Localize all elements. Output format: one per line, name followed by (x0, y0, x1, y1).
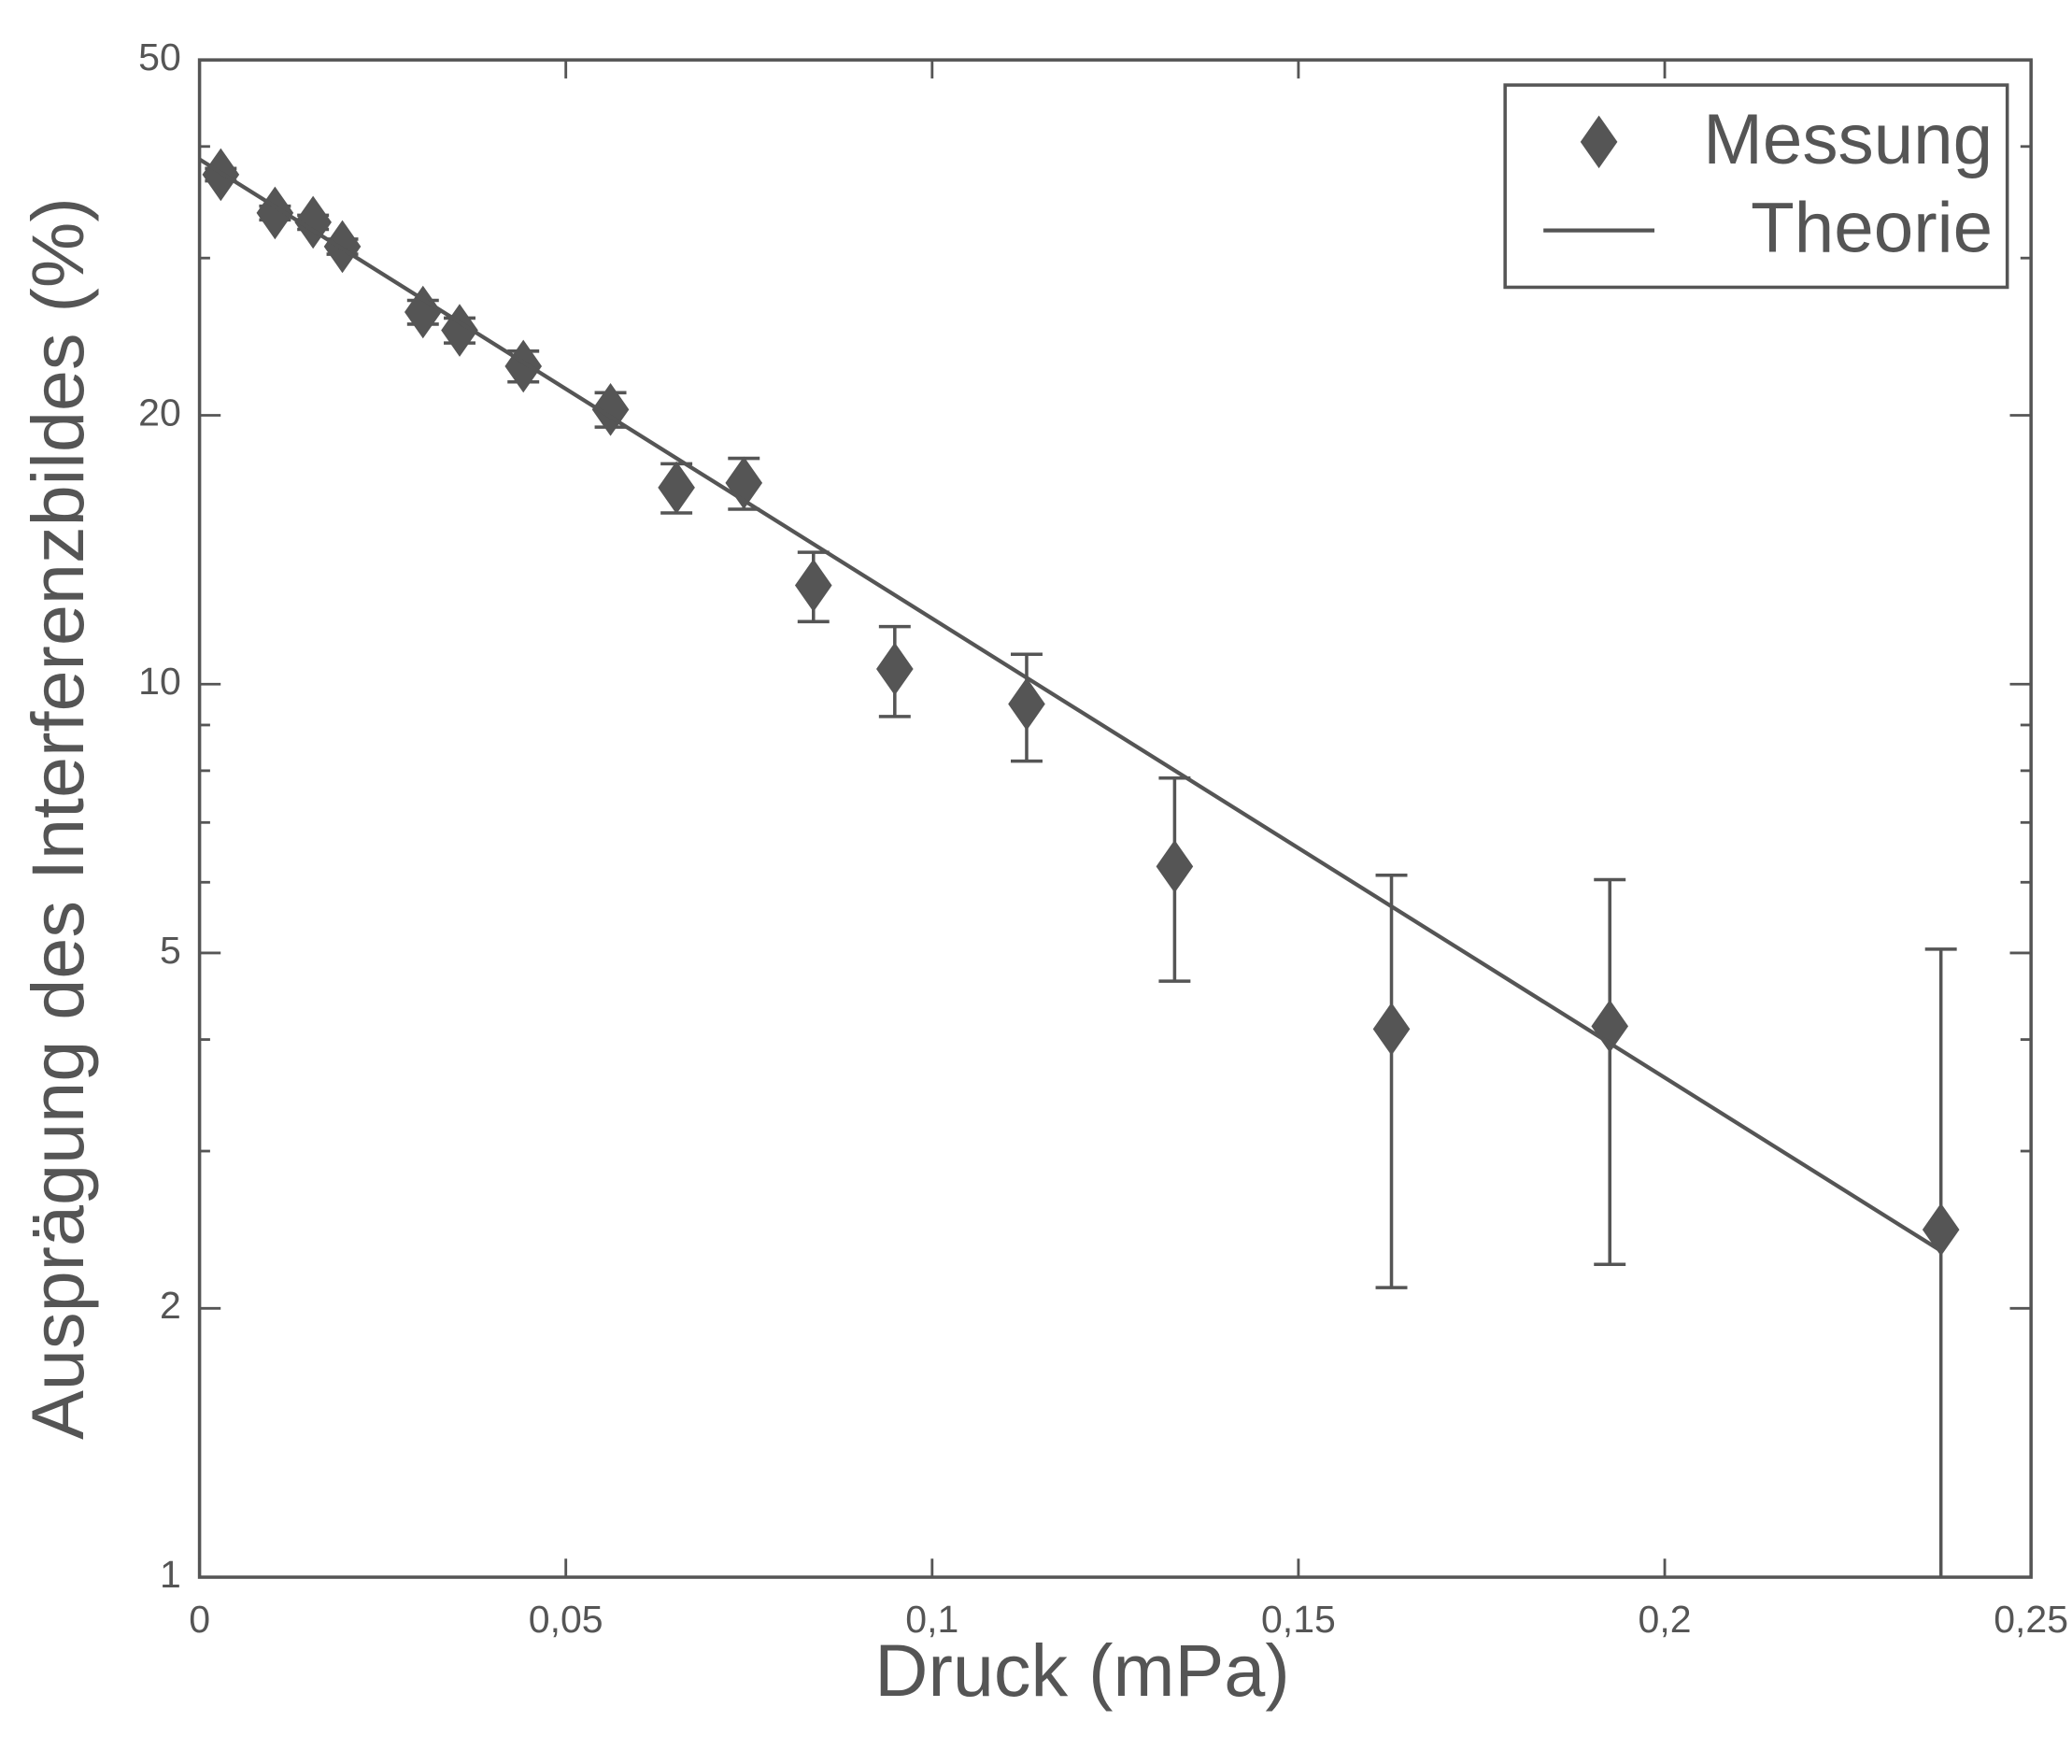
x-tick-label: 0,2 (1639, 1598, 1692, 1641)
data-point (876, 642, 914, 696)
x-tick-label: 0,15 (1261, 1598, 1336, 1641)
data-point (1156, 840, 1194, 893)
data-point (504, 339, 543, 393)
data-point (1372, 1003, 1411, 1056)
legend-box (1503, 83, 2009, 290)
legend-label: Theorie (1751, 189, 1993, 268)
x-tick-label: 0 (189, 1598, 210, 1641)
error-bar (1924, 947, 1957, 1578)
y-tick-label: 20 (138, 391, 181, 434)
x-tick-label: 0,1 (905, 1598, 958, 1641)
x-tick-label: 0,25 (1994, 1598, 2068, 1641)
y-axis-title: Ausprägung des Interferenzbildes (%) (16, 197, 99, 1440)
y-tick-label: 10 (138, 660, 181, 703)
error-bar (1594, 877, 1626, 1267)
x-tick-label: 0,05 (529, 1598, 603, 1641)
y-tick-label: 2 (160, 1284, 181, 1327)
data-point (794, 559, 832, 612)
plot-frame (197, 58, 2033, 1579)
x-axis-title: Druck (mPa) (874, 1629, 1289, 1712)
legend-label: Messung (1703, 100, 1993, 179)
theory-line (199, 157, 1942, 1253)
y-tick-label: 1 (160, 1553, 181, 1596)
data-point (404, 285, 442, 339)
data-point (1922, 1202, 1960, 1257)
y-tick-label: 50 (138, 36, 181, 78)
plot-area (199, 148, 1960, 1578)
y-tick-label: 5 (160, 929, 181, 972)
error-bar (1375, 873, 1408, 1289)
data-point (658, 461, 695, 515)
